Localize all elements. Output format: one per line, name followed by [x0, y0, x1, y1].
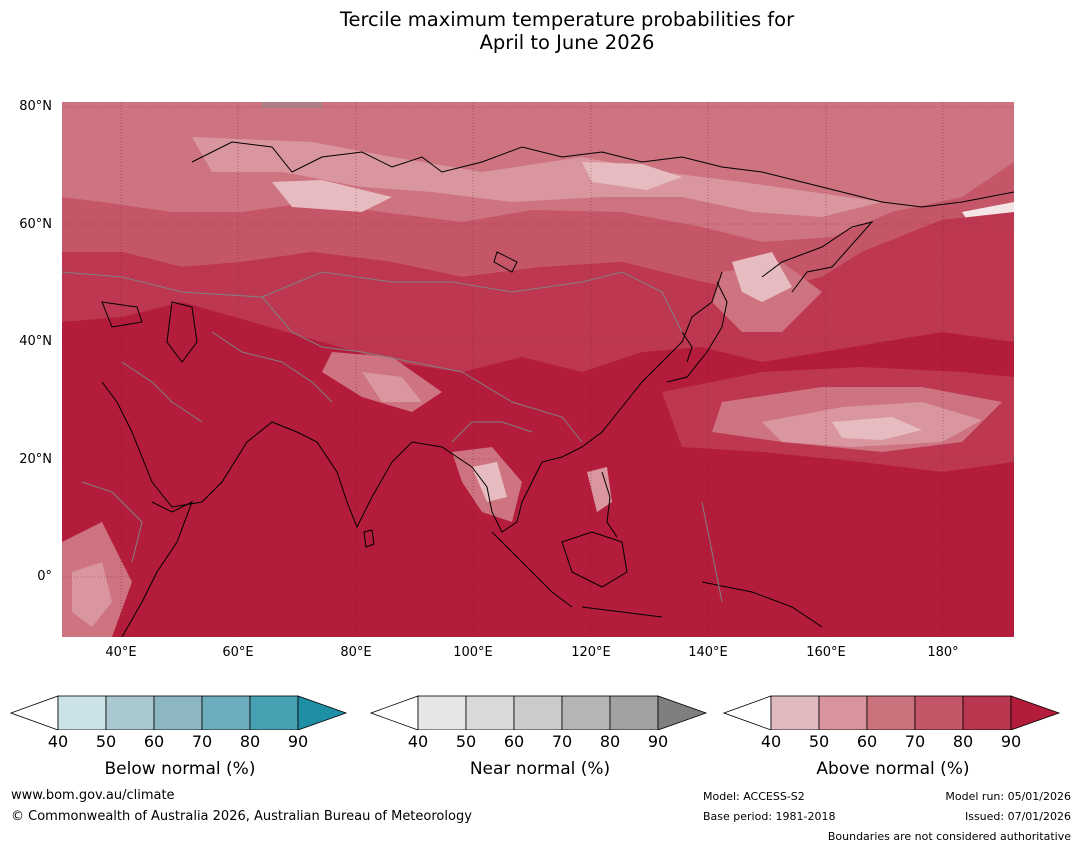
colorbar-below-normal: 40 50 60 70 80 90 Below normal (%): [10, 690, 350, 790]
colorbar-above-normal: 40 50 60 70 80 90 Above normal (%): [723, 690, 1063, 790]
base-period-text: Base period: 1981-2018: [703, 810, 836, 823]
near-colorbar-title: Near normal (%): [469, 759, 611, 779]
below-tick-label: 80: [239, 732, 261, 751]
near-colorbar-svg: [370, 695, 708, 730]
graticule: [62, 102, 1014, 637]
near-colorbar-segment: [417, 695, 467, 730]
lon-label-80e: 80°E: [340, 645, 372, 660]
lon-label-100e: 100°E: [453, 645, 493, 660]
map-svg: [62, 102, 1014, 637]
above-tick-label: 90: [1000, 732, 1022, 751]
near-extend-low: [370, 695, 419, 730]
near-tick-label: 60: [503, 732, 525, 751]
lon-label-120e: 120°E: [571, 645, 611, 660]
above-tick-label: 70: [904, 732, 926, 751]
near-extend-high: [657, 695, 708, 730]
title-line-1: Tercile maximum temperature probabilitie…: [339, 8, 795, 31]
above-colorbar-segment: [866, 695, 916, 730]
copyright-text: © Commonwealth of Australia 2026, Austra…: [11, 809, 472, 824]
above-tick-label: 80: [952, 732, 974, 751]
model-run-text: Model run: 05/01/2026: [945, 790, 1071, 803]
coastlines: [101, 141, 1014, 637]
below-tick-label: 60: [143, 732, 165, 751]
colorbar-near-normal: 40 50 60 70 80 90 Near normal (%): [370, 690, 710, 790]
below-colorbar-svg: [10, 695, 348, 730]
above-tick-label: 40: [760, 732, 782, 751]
chart-title: Tercile maximum temperature probabilitie…: [0, 8, 1081, 54]
above-extend-low: [723, 695, 772, 730]
below-tick-label: 50: [95, 732, 117, 751]
disclaimer-text: Boundaries are not considered authoritat…: [827, 830, 1071, 843]
near-tick-label: 50: [455, 732, 477, 751]
below-colorbar-segment: [105, 695, 155, 730]
near-colorbar-segment: [513, 695, 563, 730]
near-colorbar-segment: [609, 695, 659, 730]
above-colorbar-segment: [962, 695, 1012, 730]
probability-region-north-40: [272, 180, 392, 212]
lat-label-60n: 60°N: [19, 217, 52, 232]
issued-text: Issued: 07/01/2026: [964, 810, 1071, 823]
above-tick-label: 50: [808, 732, 830, 751]
lon-label-40e: 40°E: [105, 645, 137, 660]
lat-label-40n: 40°N: [19, 334, 52, 349]
lat-label-20n: 20°N: [19, 452, 52, 467]
near-colorbar-segment: [465, 695, 515, 730]
country-borders: [62, 271, 723, 603]
below-colorbar-segment: [249, 695, 299, 730]
below-tick-label: 70: [191, 732, 213, 751]
above-colorbar-segment: [770, 695, 820, 730]
below-tick-label: 90: [287, 732, 309, 751]
below-colorbar-segment: [201, 695, 251, 730]
below-colorbar-segment: [153, 695, 203, 730]
near-tick-label: 40: [407, 732, 429, 751]
title-line-2: April to June 2026: [479, 31, 655, 54]
near-tick-label: 80: [599, 732, 621, 751]
above-colorbar-segment: [818, 695, 868, 730]
below-extend-high: [297, 695, 348, 730]
lat-label-80n: 80°N: [19, 99, 52, 114]
model-text: Model: ACCESS-S2: [703, 790, 805, 803]
lat-label-0: 0°: [37, 569, 52, 584]
below-colorbar-segment: [57, 695, 107, 730]
probability-region-north-50: [192, 137, 882, 217]
above-colorbar-title: Above normal (%): [816, 759, 970, 779]
lon-label-140e: 140°E: [688, 645, 728, 660]
lon-label-180: 180°: [927, 645, 959, 660]
above-tick-label: 60: [856, 732, 878, 751]
below-extend-low: [10, 695, 59, 730]
lon-label-160e: 160°E: [806, 645, 846, 660]
near-tick-label: 70: [551, 732, 573, 751]
near-tick-label: 90: [647, 732, 669, 751]
below-tick-label: 40: [47, 732, 69, 751]
near-colorbar-segment: [561, 695, 611, 730]
above-extend-high: [1010, 695, 1061, 730]
below-colorbar-title: Below normal (%): [104, 759, 256, 779]
above-colorbar-svg: [723, 695, 1061, 730]
website-text: www.bom.gov.au/climate: [11, 788, 175, 803]
probability-map: [62, 102, 1014, 637]
above-colorbar-segment: [914, 695, 964, 730]
lon-label-60e: 60°E: [222, 645, 254, 660]
